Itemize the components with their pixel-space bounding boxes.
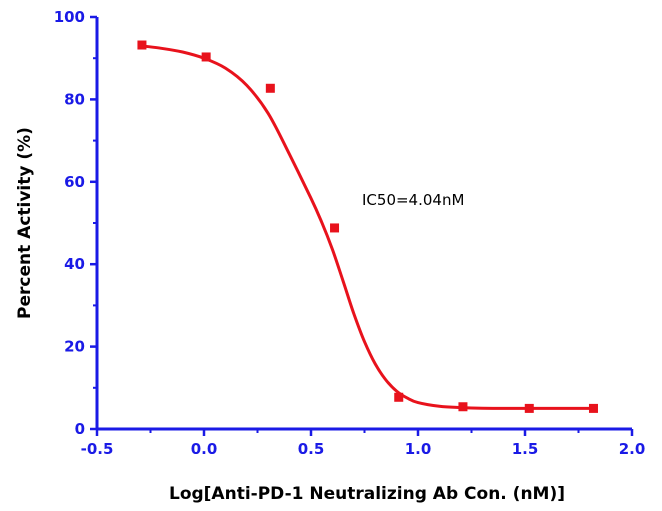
data-point: [524, 403, 534, 413]
fit-curve: [141, 44, 594, 410]
x-tick-label: 2.0: [619, 440, 646, 458]
y-tick-label: 0: [75, 420, 85, 438]
x-tick-label: 0.0: [191, 440, 218, 458]
x-tick-label: -0.5: [81, 440, 114, 458]
y-tick-label: 80: [64, 90, 85, 108]
data-point: [137, 40, 147, 50]
x-tick-label: 1.5: [512, 440, 539, 458]
data-point: [394, 392, 404, 402]
tick-labels: 0 20 40 60 80 100 -0.5 0.0 0.5 1.0 1.5 2.0: [54, 8, 646, 458]
x-axis-title: Log[Anti-PD-1 Neutralizing Ab Con. (nM)]: [169, 484, 565, 504]
y-axis-title: Percent Activity (%): [15, 127, 35, 319]
y-tick-label: 20: [64, 338, 85, 356]
y-tick-label: 60: [64, 173, 85, 191]
data-point: [588, 403, 598, 413]
y-tick-label: 40: [64, 255, 85, 273]
x-tick-label: 0.5: [298, 440, 325, 458]
x-tick-label: 1.0: [405, 440, 432, 458]
data-point: [201, 52, 211, 62]
data-point: [330, 223, 340, 233]
axes: [90, 15, 634, 436]
y-tick-label: 100: [54, 8, 85, 26]
data-point: [265, 83, 275, 93]
data-points: [137, 40, 598, 413]
ic50-annotation: IC50=4.04nM: [362, 191, 464, 209]
data-point: [458, 402, 468, 412]
